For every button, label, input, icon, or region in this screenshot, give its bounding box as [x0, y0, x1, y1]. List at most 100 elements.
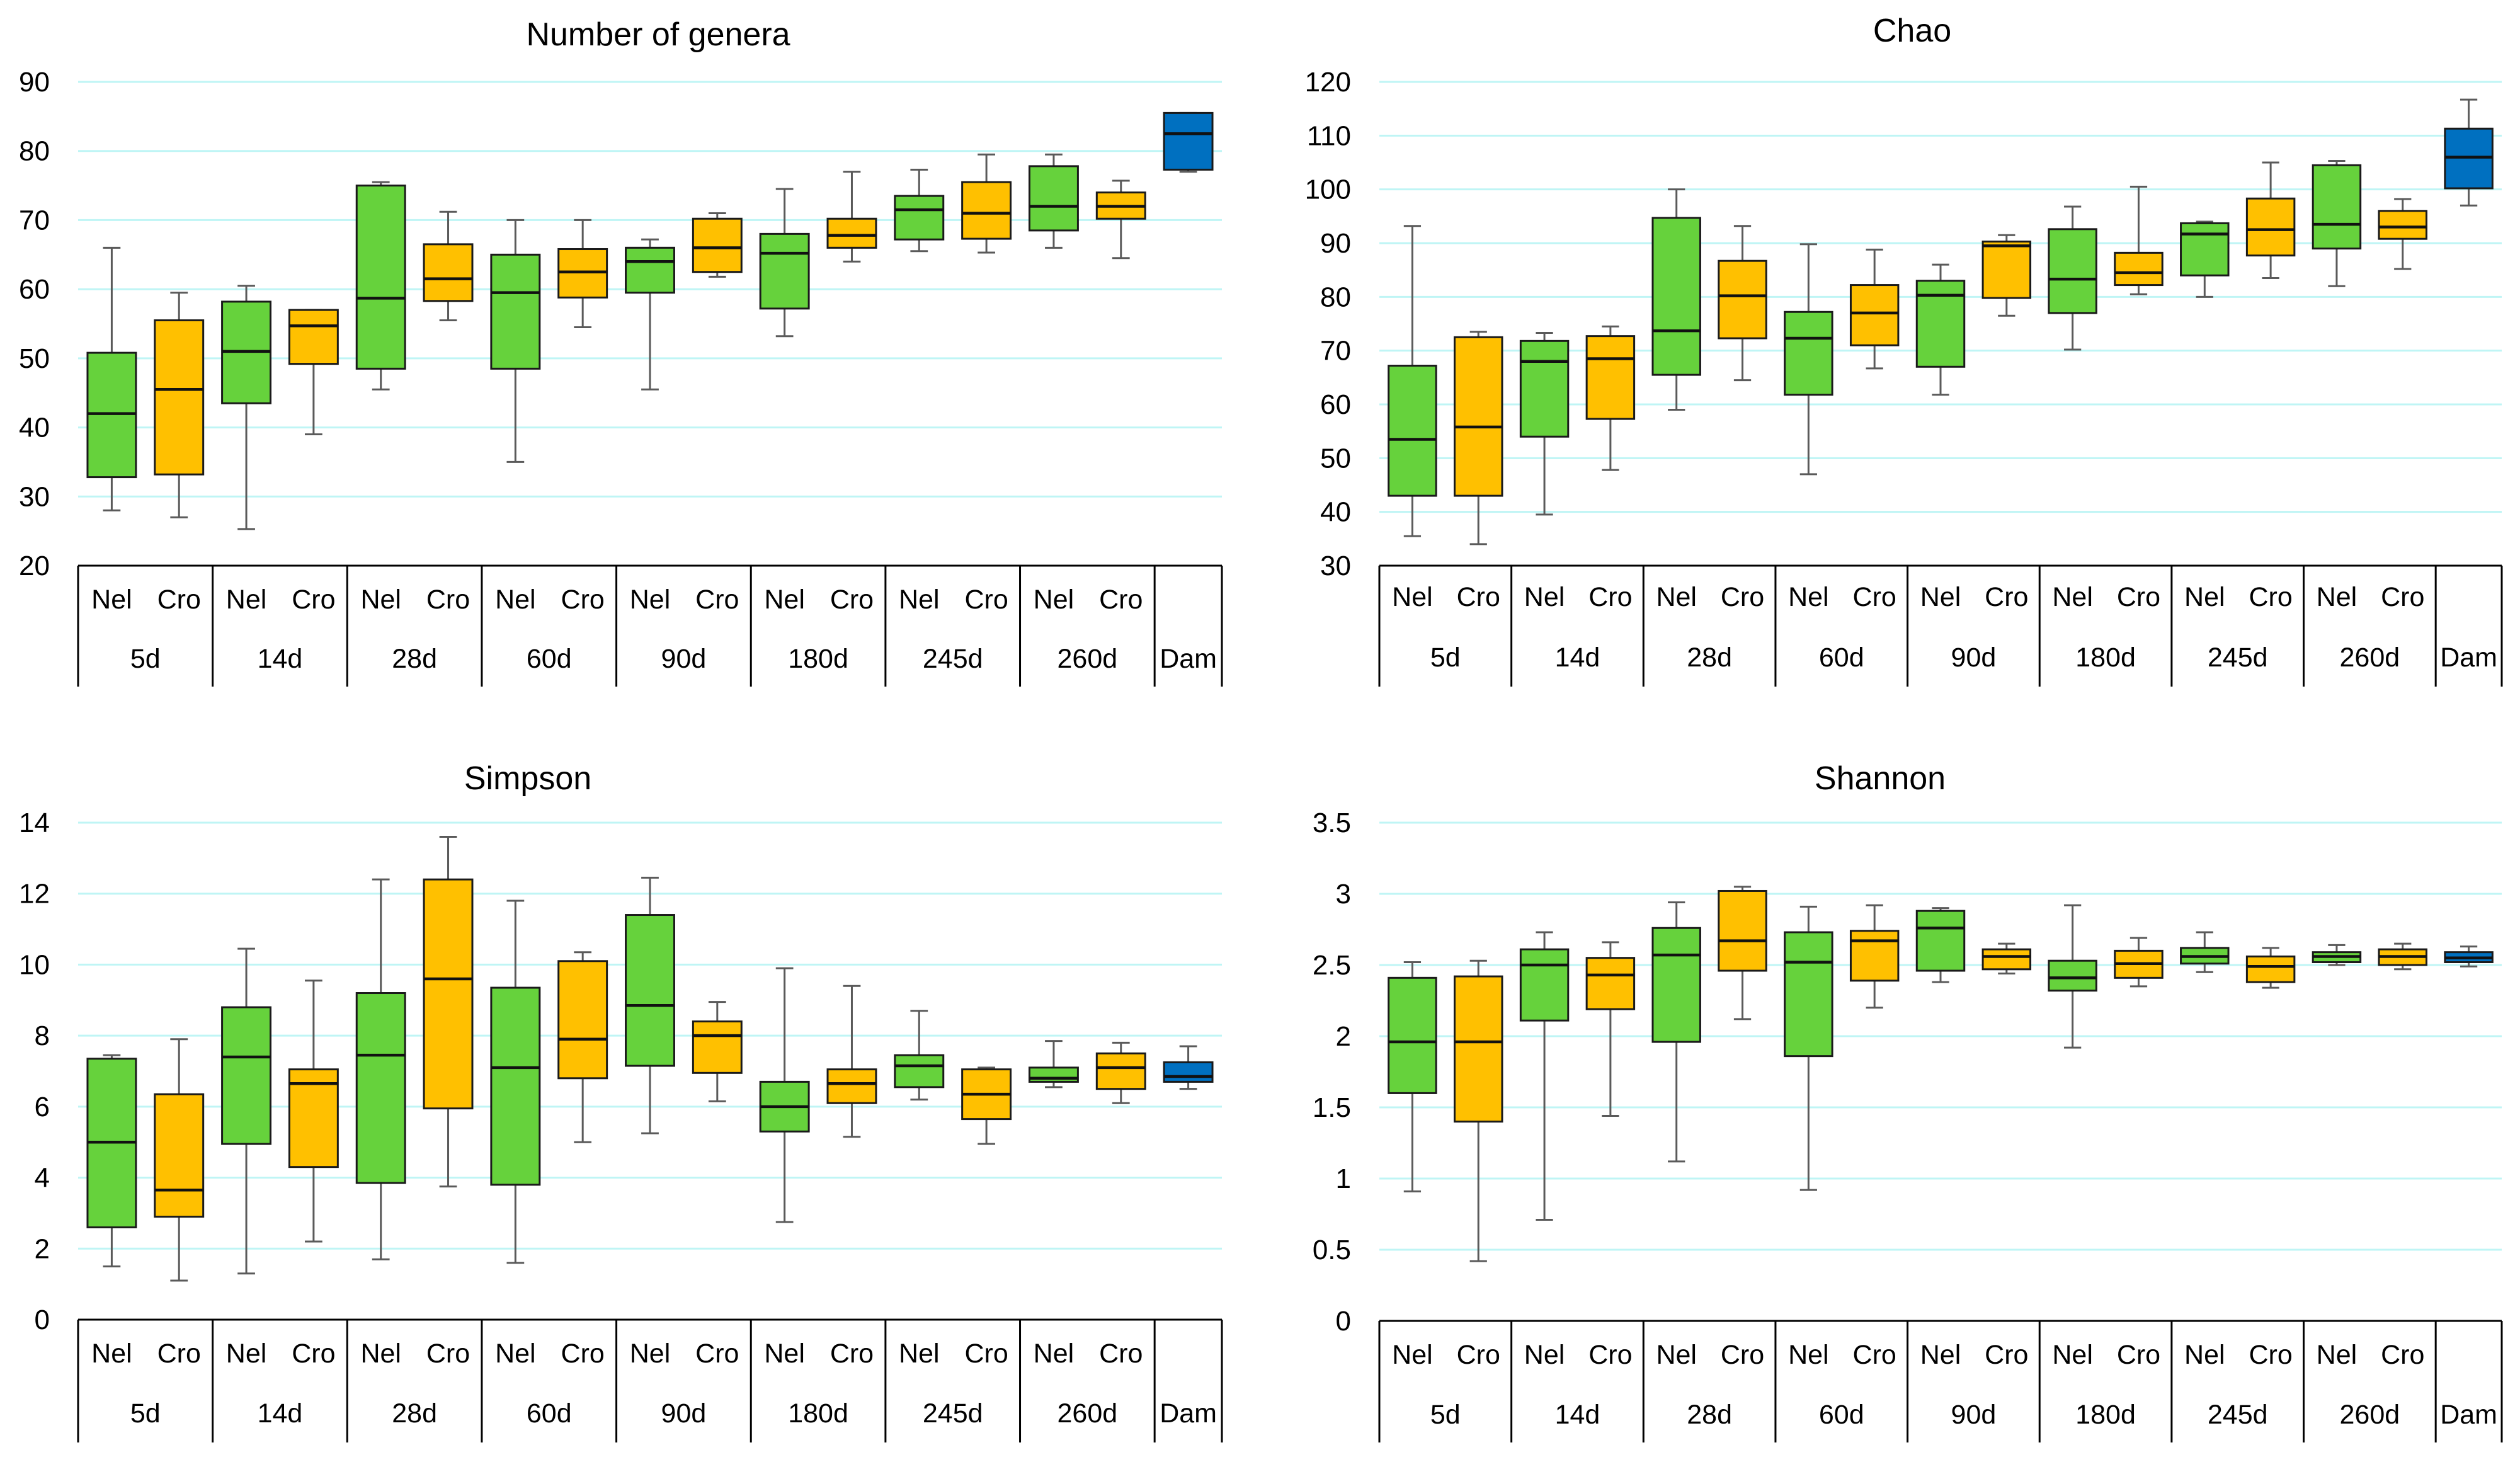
y-tick-label: 50: [19, 343, 50, 374]
x-subcategory-label: Nel: [1524, 1340, 1565, 1370]
box-28d-Nel: [1651, 901, 1701, 1163]
iqr-box: [2245, 197, 2296, 257]
x-group-label: 180d: [2075, 642, 2136, 673]
x-group-label: 5d: [1430, 642, 1461, 673]
y-tick-label: 0.5: [1313, 1235, 1351, 1265]
y-tick-label: 120: [1305, 67, 1351, 98]
iqr-box: [423, 243, 474, 302]
box-5d-Nel: [86, 1054, 137, 1267]
x-subcategory-label: Cro: [1457, 1340, 1500, 1370]
box-60d-Nel: [1784, 243, 1833, 476]
x-subcategory-label: Cro: [695, 1339, 739, 1369]
box-Dam-Dam: [1163, 111, 1214, 173]
iqr-box: [1028, 1066, 1079, 1083]
box-Dam-Dam: [2444, 945, 2494, 968]
box-245d-Cro: [961, 1066, 1012, 1145]
iqr-box: [1095, 1052, 1146, 1090]
x-subcategory-label: Nel: [630, 1339, 671, 1369]
iqr-box: [557, 960, 608, 1080]
y-tick-label: 40: [1320, 497, 1351, 528]
x-subcategory-label: Cro: [2249, 582, 2292, 612]
x-subcategory-label: Cro: [830, 585, 874, 615]
box-14d-Cro: [1585, 325, 1636, 471]
y-tick-label: 3: [1336, 879, 1351, 910]
box-180d-Cro: [2114, 185, 2164, 295]
x-group-label: 245d: [923, 1398, 983, 1429]
x-subcategory-label: Cro: [157, 585, 201, 615]
x-group-label: 60d: [527, 644, 572, 674]
x-subcategory-label: Nel: [1034, 1339, 1075, 1369]
iqr-box: [625, 246, 675, 294]
box-260d-Cro: [2378, 942, 2428, 971]
x-group-label: 28d: [1687, 642, 1732, 673]
chart-title: Shannon: [1815, 760, 1946, 797]
x-subcategory-label: Cro: [1853, 1340, 1896, 1370]
x-subcategory-label: Cro: [1457, 582, 1500, 612]
y-tick-label: 1.5: [1313, 1092, 1351, 1123]
chart-title: Chao: [1873, 13, 1951, 49]
iqr-box: [2180, 222, 2230, 277]
x-subcategory-label: Nel: [2052, 1340, 2093, 1370]
x-subcategory-label: Nel: [764, 585, 805, 615]
x-subcategory-label: Nel: [226, 585, 267, 615]
x-subcategory-label: Nel: [91, 1339, 132, 1369]
box-260d-Nel: [1028, 153, 1079, 249]
box-260d-Cro: [2378, 198, 2428, 270]
iqr-box: [490, 253, 541, 370]
y-tick-label: 3.5: [1313, 808, 1351, 838]
x-group-label: 60d: [1819, 1400, 1864, 1430]
iqr-box: [2378, 210, 2428, 240]
box-Dam-Dam: [2444, 98, 2494, 207]
box-28d-Nel: [1651, 188, 1701, 411]
iqr-box: [1453, 336, 1503, 497]
y-tick-label: 90: [1320, 228, 1351, 259]
x-subcategory-label: Nel: [495, 585, 536, 615]
box-180d-Nel: [759, 188, 810, 338]
x-subcategory-label: Cro: [1985, 1340, 2028, 1370]
x-group-label: 5d: [130, 1398, 161, 1429]
x-group-label: 60d: [527, 1398, 572, 1429]
box-180d-Nel: [2048, 205, 2097, 351]
x-group-label: 90d: [1951, 642, 1997, 673]
box-5d-Cro: [154, 1038, 205, 1282]
y-tick-label: 14: [19, 808, 50, 838]
x-group-label: 245d: [2208, 642, 2268, 673]
x-group-label: 180d: [2075, 1400, 2136, 1430]
x-subcategory-label: Cro: [157, 1339, 201, 1369]
y-tick-label: 30: [19, 481, 50, 512]
x-group-label: 14d: [1555, 642, 1600, 673]
iqr-box: [1585, 957, 1636, 1010]
x-group-label: 260d: [2340, 642, 2400, 673]
x-group-label: Dam: [2440, 1400, 2497, 1430]
x-group-label: 90d: [661, 1398, 707, 1429]
x-subcategory-label: Nel: [1788, 582, 1829, 612]
box-14d-Nel: [1519, 931, 1570, 1221]
box-260d-Cro: [1095, 1041, 1146, 1104]
box-5d-Cro: [1453, 331, 1503, 545]
x-subcategory-label: Nel: [2052, 582, 2093, 612]
y-tick-label: 20: [19, 551, 50, 581]
y-tick-label: 10: [19, 949, 50, 980]
box-14d-Cro: [288, 979, 339, 1243]
chart-title: Number of genera: [526, 16, 790, 53]
x-group-label: 5d: [130, 644, 161, 674]
iqr-box: [2312, 164, 2362, 250]
box-90d-Cro: [692, 212, 743, 278]
x-subcategory-label: Nel: [1656, 1340, 1697, 1370]
box-14d-Cro: [288, 309, 339, 436]
y-tick-label: 50: [1320, 443, 1351, 474]
iqr-box: [826, 217, 877, 249]
iqr-box: [355, 185, 406, 370]
box-260d-Nel: [2312, 944, 2362, 966]
iqr-box: [1028, 165, 1079, 232]
x-subcategory-label: Nel: [360, 585, 401, 615]
box-60d-Nel: [490, 219, 541, 463]
iqr-box: [894, 195, 945, 241]
iqr-box: [2048, 959, 2097, 992]
x-subcategory-label: Nel: [226, 1339, 267, 1369]
box-14d-Cro: [1585, 941, 1636, 1117]
iqr-box: [1915, 910, 1966, 972]
box-5d-Nel: [1388, 961, 1437, 1192]
x-subcategory-label: Nel: [764, 1339, 805, 1369]
